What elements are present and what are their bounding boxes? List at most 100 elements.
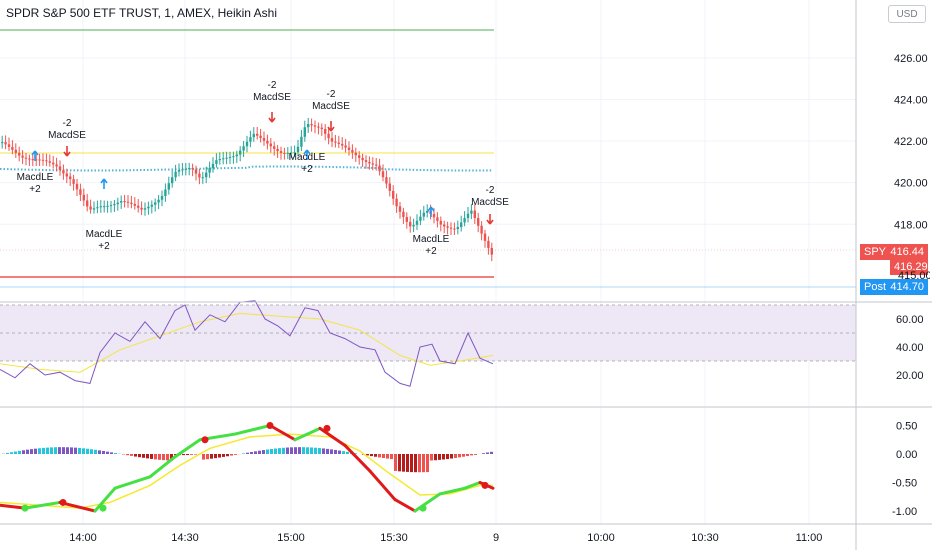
histogram-bar — [54, 447, 57, 454]
candle-body — [69, 176, 72, 180]
signal-label: MacdSE — [253, 92, 291, 103]
candle-body — [211, 163, 215, 169]
candle-body — [480, 225, 483, 234]
macd-line-segment — [0, 503, 27, 510]
histogram-bar — [62, 447, 65, 454]
candle-body — [52, 162, 55, 165]
macd-pane[interactable] — [0, 422, 495, 513]
macd-line-segment — [148, 455, 177, 479]
histogram-bar — [370, 454, 373, 457]
macd-tick-label: 0.50 — [896, 421, 917, 433]
candle-body — [4, 142, 7, 145]
histogram-bar — [10, 452, 13, 454]
candle-body — [184, 168, 187, 170]
histogram-bar — [242, 453, 245, 454]
candle-body — [239, 150, 242, 155]
price-pane[interactable]: MacdLE+2-2MacdSEMacdLE+2-2MacdSEMacdLE+2… — [0, 29, 856, 288]
histogram-bar — [462, 454, 465, 457]
candle-body — [419, 216, 422, 221]
candle-body — [24, 157, 28, 159]
candle-body — [150, 204, 153, 207]
histogram-bar — [470, 454, 473, 456]
long-signal[interactable]: MacdLE+2 — [17, 150, 54, 195]
histogram-bar — [130, 454, 133, 456]
candle-body — [405, 217, 408, 222]
candle-body — [58, 166, 62, 171]
candle-body — [215, 160, 218, 164]
candle-body — [140, 207, 143, 210]
candle-body — [123, 201, 126, 203]
candle-body — [324, 129, 327, 134]
histogram-bar — [310, 447, 313, 454]
histogram-bar — [14, 451, 17, 454]
histogram-bar — [186, 454, 189, 456]
candle-body — [86, 200, 89, 207]
candle-body — [320, 127, 323, 130]
candle-body — [303, 127, 306, 137]
candle-body — [18, 152, 21, 156]
long-signal[interactable]: MacdLE+2 — [413, 206, 450, 257]
histogram-bar — [254, 451, 257, 454]
candle-body — [242, 146, 245, 151]
histogram-bar — [290, 447, 293, 454]
candle-body — [262, 138, 266, 141]
time-tick-label: 15:30 — [380, 532, 408, 544]
histogram-bar — [26, 449, 29, 454]
candle-body — [283, 152, 286, 154]
time-tick-label: 15:00 — [277, 532, 305, 544]
histogram-bar — [282, 447, 285, 454]
long-signal[interactable]: MacdLE+2 — [86, 178, 123, 252]
arrow-up-icon — [427, 206, 435, 217]
candle-body — [147, 206, 150, 209]
chart-title: SPDR S&P 500 ETF TRUST, 1, AMEX, Heikin … — [6, 6, 277, 20]
candle-body — [371, 163, 374, 165]
rsi-pane[interactable] — [0, 300, 856, 387]
histogram-bar — [318, 448, 321, 454]
candle-body — [120, 201, 123, 203]
candle-body — [48, 161, 51, 163]
histogram-bar — [274, 448, 277, 454]
candle-body — [21, 155, 24, 158]
hidden-price-tick: 415.00 — [898, 271, 930, 281]
grid — [0, 0, 856, 524]
candle-body — [341, 143, 344, 146]
histogram-bar — [190, 454, 193, 455]
signal-qty: +2 — [98, 241, 110, 252]
candle-body — [188, 168, 191, 170]
signal-qty: +2 — [301, 164, 313, 175]
candle-body — [28, 158, 31, 160]
close-price-label: 416.29 — [890, 259, 928, 275]
currency-button[interactable]: USD — [888, 5, 926, 23]
histogram-bar — [334, 449, 337, 454]
post-market-label: Post 414.70 — [860, 279, 928, 295]
histogram-bar — [430, 454, 433, 461]
histogram-bar — [162, 454, 165, 461]
candle-body — [293, 152, 296, 154]
histogram-bar — [74, 447, 77, 454]
candle-body — [109, 205, 113, 207]
histogram-bar — [42, 447, 45, 454]
candle-body — [337, 142, 340, 144]
candle-body — [160, 195, 164, 200]
long-signal[interactable]: MacdLE+2 — [289, 149, 326, 175]
candle-body — [228, 157, 232, 159]
histogram-bar — [154, 454, 157, 460]
histogram-bar — [266, 449, 269, 454]
candle-body — [344, 145, 347, 148]
candle-body — [45, 160, 48, 162]
histogram-bar — [102, 450, 105, 454]
candle-body — [378, 165, 381, 172]
histogram-bar — [398, 454, 401, 472]
candle-body — [137, 205, 140, 208]
rsi-ma-line — [0, 312, 494, 373]
candle-body — [456, 227, 459, 230]
candle-body — [218, 159, 221, 161]
histogram-bar — [6, 452, 9, 454]
candle-body — [279, 151, 283, 153]
